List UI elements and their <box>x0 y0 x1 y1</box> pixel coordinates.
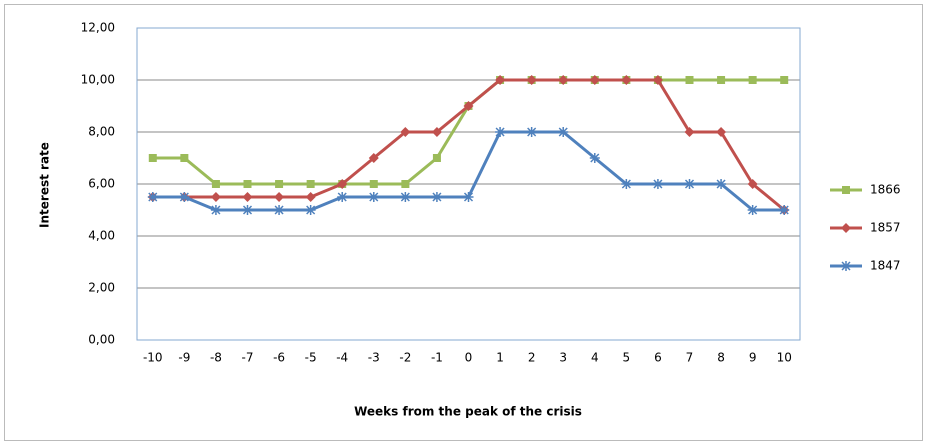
chart-frame <box>4 4 923 441</box>
marker <box>242 205 253 215</box>
marker <box>748 76 757 84</box>
marker <box>495 75 506 85</box>
marker <box>306 180 315 188</box>
marker <box>274 192 285 202</box>
y-tick-label: 6,00 <box>88 177 115 191</box>
marker <box>243 180 252 188</box>
marker <box>148 154 157 162</box>
y-tick-label: 4,00 <box>88 229 115 243</box>
x-tick-label: 2 <box>528 351 536 365</box>
marker <box>210 205 221 215</box>
marker <box>526 75 537 85</box>
marker <box>558 75 569 85</box>
marker <box>368 192 379 202</box>
x-tick-label: -3 <box>368 351 380 365</box>
marker <box>431 192 442 202</box>
x-tick-label: -8 <box>210 351 222 365</box>
marker <box>716 127 727 137</box>
marker <box>717 76 726 84</box>
marker <box>685 76 694 84</box>
marker <box>242 192 253 202</box>
x-tick-label: 7 <box>686 351 694 365</box>
x-tick-label: -4 <box>336 351 348 365</box>
x-tick-label: 6 <box>654 351 662 365</box>
y-tick-label: 0,00 <box>88 333 115 347</box>
marker <box>211 180 220 188</box>
marker <box>747 179 758 189</box>
marker <box>589 153 600 163</box>
marker <box>274 205 285 215</box>
marker <box>684 127 695 137</box>
marker <box>780 76 789 84</box>
marker <box>431 127 442 137</box>
y-tick-label: 10,00 <box>81 73 115 87</box>
legend-marker <box>842 186 850 194</box>
legend-marker <box>841 223 851 233</box>
x-tick-label: 9 <box>749 351 757 365</box>
x-tick-label: 4 <box>591 351 599 365</box>
marker <box>368 153 379 163</box>
marker <box>463 101 474 111</box>
marker <box>747 205 758 215</box>
marker <box>147 192 158 202</box>
marker <box>210 192 221 202</box>
x-tick-label: -5 <box>305 351 317 365</box>
marker <box>401 180 410 188</box>
legend-label: 1866 <box>870 183 901 197</box>
x-axis-title: Weeks from the peak of the crisis <box>354 405 582 419</box>
marker <box>463 192 474 202</box>
y-tick-label: 8,00 <box>88 125 115 139</box>
marker <box>400 192 411 202</box>
marker <box>684 179 695 189</box>
marker <box>495 127 506 137</box>
x-tick-label: 0 <box>465 351 473 365</box>
y-tick-label: 12,00 <box>81 21 115 35</box>
marker <box>369 180 378 188</box>
legend-marker <box>841 261 851 271</box>
marker <box>180 154 189 162</box>
marker <box>432 154 441 162</box>
marker <box>526 127 537 137</box>
x-tick-label: -6 <box>273 351 285 365</box>
x-tick-label: -1 <box>431 351 443 365</box>
marker <box>716 179 727 189</box>
marker <box>337 192 348 202</box>
y-tick-label: 2,00 <box>88 281 115 295</box>
marker <box>652 179 663 189</box>
marker <box>305 205 316 215</box>
marker <box>179 192 190 202</box>
x-tick-label: -7 <box>242 351 254 365</box>
marker <box>621 179 632 189</box>
x-tick-label: 1 <box>496 351 504 365</box>
marker <box>337 179 348 189</box>
legend-label: 1857 <box>870 221 901 235</box>
marker <box>275 180 284 188</box>
plot-border <box>136 27 801 341</box>
marker <box>558 127 569 137</box>
y-axis-title: Interest rate <box>38 142 52 228</box>
marker <box>400 127 411 137</box>
marker <box>305 192 316 202</box>
marker <box>589 75 600 85</box>
x-tick-label: -10 <box>143 351 163 365</box>
marker <box>779 205 790 215</box>
marker <box>652 75 663 85</box>
legend-label: 1847 <box>870 259 901 273</box>
marker <box>621 75 632 85</box>
x-tick-label: -9 <box>178 351 190 365</box>
x-tick-label: 5 <box>623 351 631 365</box>
x-tick-label: -2 <box>399 351 411 365</box>
x-tick-label: 10 <box>777 351 792 365</box>
x-tick-label: 8 <box>717 351 725 365</box>
x-tick-label: 3 <box>559 351 567 365</box>
